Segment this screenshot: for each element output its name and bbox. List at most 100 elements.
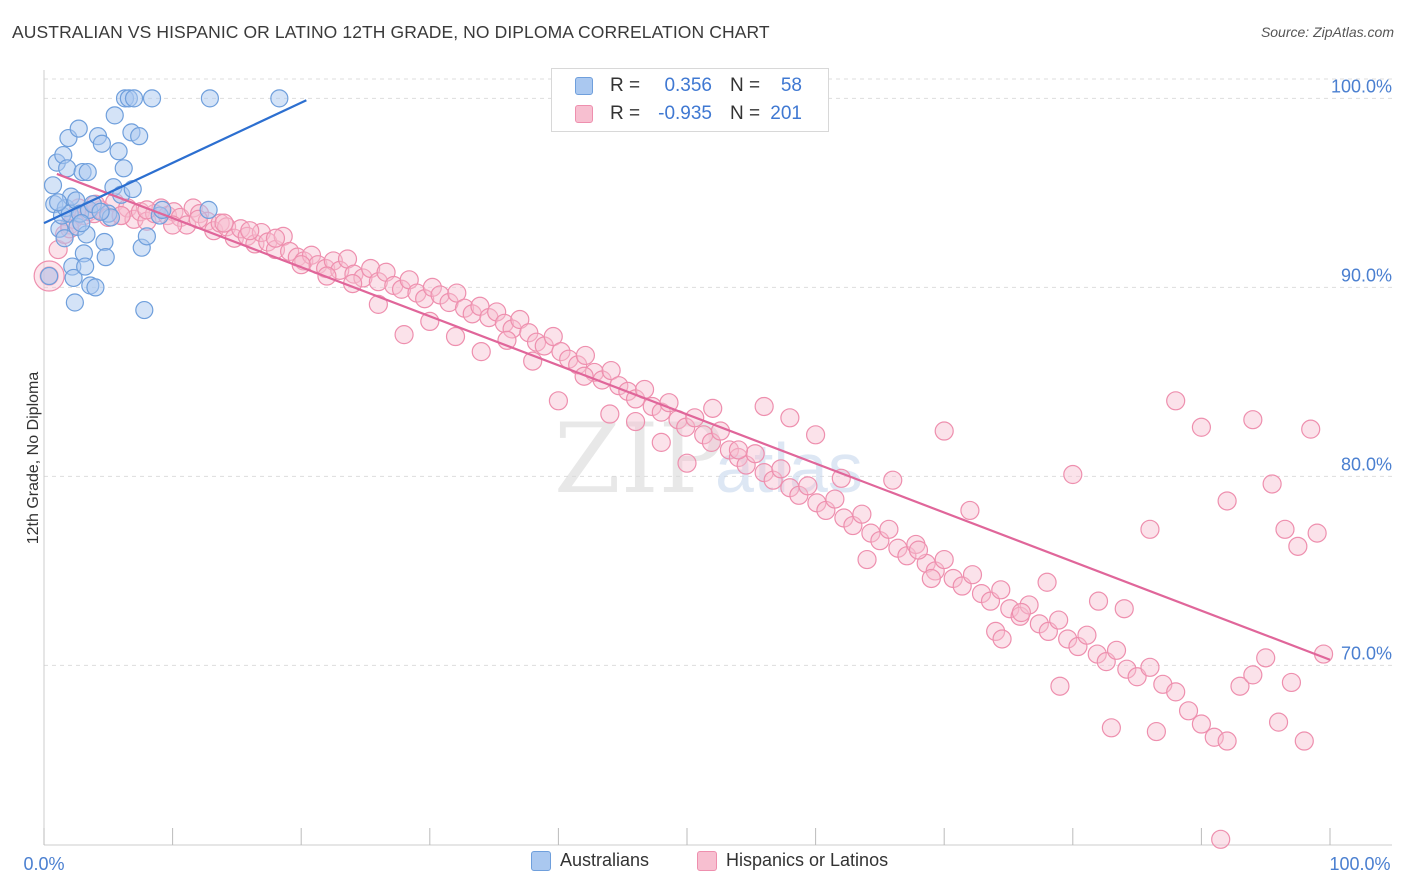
stats-r-label: R = — [610, 75, 641, 96]
point-hispanics — [883, 470, 903, 490]
tick-labels: 70.0% 80.0% 90.0% 100.0% 0.0% 100.0% — [23, 76, 1392, 874]
point-hispanics — [771, 459, 791, 479]
point-hispanics — [879, 519, 899, 539]
point-hispanics — [600, 404, 620, 424]
point-australians — [130, 127, 149, 146]
point-hispanics — [1117, 659, 1137, 679]
point-hispanics — [1191, 714, 1212, 734]
point-hispanics — [659, 393, 679, 413]
legend-swatch-australians — [531, 850, 551, 871]
point-hispanics — [265, 228, 286, 248]
point-hispanics — [1166, 391, 1186, 411]
point-australians — [105, 106, 124, 125]
point-hispanics — [1088, 591, 1109, 611]
point-hispanics — [962, 565, 983, 585]
stats-swatch-hispanics — [575, 105, 593, 123]
point-hispanics — [1050, 676, 1070, 696]
point-hispanics — [921, 568, 941, 589]
source-label: Source: ZipAtlas.com — [1260, 24, 1394, 40]
point-hispanics — [575, 345, 596, 366]
point-hispanics — [1217, 731, 1237, 751]
point-hispanics — [1000, 599, 1020, 619]
point-hispanics — [415, 289, 435, 309]
point-hispanics — [960, 500, 980, 521]
point-australians — [65, 293, 84, 312]
legend-label-australians: Australians — [560, 850, 650, 870]
watermark-atlas: atlas — [715, 429, 863, 507]
stats-r-value: -0.935 — [658, 103, 712, 124]
point-hispanics — [510, 309, 530, 330]
point-hispanics — [177, 215, 197, 235]
axes — [43, 70, 1392, 846]
point-australians — [86, 278, 105, 297]
stats-n-label: N = — [730, 75, 761, 96]
point-hispanics — [992, 629, 1012, 649]
point-hispanics — [1140, 657, 1160, 677]
stats-n-value: 58 — [780, 75, 802, 96]
point-hispanics — [368, 294, 388, 314]
point-australians — [64, 268, 83, 288]
point-australians — [95, 232, 114, 252]
point-australians — [72, 214, 91, 233]
stats-n-value: 201 — [770, 103, 802, 124]
point-hispanics — [934, 549, 954, 570]
point-hispanics — [754, 396, 774, 417]
point-hispanics — [1230, 676, 1250, 696]
stats-box: R = 0.356 N = 58 R = -0.935 N = 201 — [551, 68, 829, 132]
point-australians — [270, 89, 289, 108]
point-hispanics — [745, 444, 765, 464]
point-hispanics — [471, 342, 491, 362]
stats-r-label: R = — [610, 103, 641, 124]
point-australians — [124, 89, 144, 108]
point-hispanics — [1127, 667, 1147, 687]
point-hispanics — [1275, 519, 1295, 539]
point-hispanics — [601, 360, 621, 381]
point-hispanics — [548, 391, 569, 411]
point-hispanics — [651, 432, 671, 452]
legend-swatch-hispanics — [697, 850, 717, 871]
point-australians — [114, 159, 133, 178]
stats-r-value: 0.356 — [664, 75, 712, 96]
trend-line-hispanics — [56, 172, 1331, 661]
point-hispanics — [825, 489, 845, 509]
point-australians — [40, 266, 59, 286]
point-hispanics — [422, 277, 442, 297]
y-tick-label: 80.0% — [1341, 454, 1392, 474]
point-australians — [109, 142, 128, 161]
point-hispanics — [1256, 648, 1276, 668]
point-hispanics — [1307, 523, 1327, 543]
y-tick-label: 90.0% — [1341, 265, 1392, 285]
y-tick-label: 70.0% — [1341, 643, 1392, 663]
point-hispanics — [780, 408, 800, 428]
point-australians — [92, 134, 111, 153]
point-hispanics — [852, 504, 872, 524]
legend-item-hispanics[interactable]: Hispanics or Latinos — [697, 850, 888, 871]
point-australians — [96, 248, 115, 267]
grid-lines — [44, 78, 1392, 666]
legend-item-australians[interactable]: Australians — [531, 850, 649, 871]
chart-title: AUSTRALIAN VS HISPANIC OR LATINO 12TH GR… — [12, 22, 770, 42]
point-australians — [49, 193, 68, 212]
point-hispanics — [1204, 727, 1224, 747]
point-hispanics — [1211, 829, 1231, 849]
point-hispanics — [625, 411, 646, 432]
point-hispanics — [1037, 572, 1057, 592]
point-hispanics — [805, 425, 826, 445]
point-hispanics — [728, 440, 749, 460]
point-australians — [91, 202, 110, 221]
point-hispanics — [986, 621, 1006, 642]
point-hispanics — [1077, 625, 1097, 645]
point-hispanics — [1106, 640, 1127, 660]
point-australians — [58, 159, 77, 178]
point-hispanics — [487, 302, 507, 322]
point-hispanics — [798, 476, 818, 496]
point-hispanics — [763, 470, 783, 490]
point-hispanics — [447, 283, 467, 303]
point-hispanics — [1294, 731, 1314, 751]
y-axis-label: 12th Grade, No Diploma — [25, 372, 42, 545]
point-hispanics — [1243, 665, 1263, 685]
point-hispanics — [1049, 610, 1069, 630]
point-hispanics — [1217, 491, 1237, 511]
point-australians — [78, 162, 97, 182]
x-tick-label: 0.0% — [23, 854, 64, 874]
